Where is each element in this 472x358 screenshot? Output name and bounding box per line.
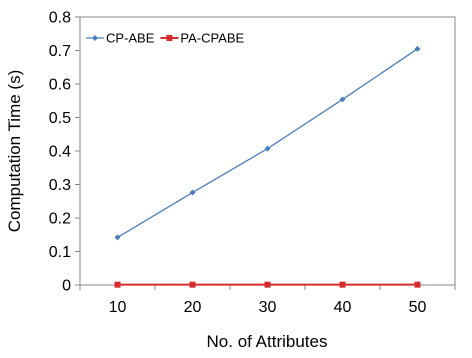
data-point — [264, 145, 271, 152]
data-point — [264, 281, 271, 288]
legend: CP-ABE PA-CPABE — [86, 31, 245, 46]
y-tick-label: 0.7 — [49, 43, 71, 60]
legend-label: PA-CPABE — [180, 31, 244, 46]
data-point — [114, 234, 121, 241]
y-tick-label: 0.8 — [49, 10, 71, 27]
y-tick-label: 0.4 — [49, 144, 71, 161]
y-tick-label: 0 — [62, 278, 71, 295]
legend-marker — [92, 35, 98, 41]
x-tick-label: 30 — [259, 299, 277, 316]
series-layer — [114, 45, 421, 288]
x-tick-label: 40 — [334, 299, 352, 316]
y-tick-label: 0.6 — [49, 77, 71, 94]
x-axis-title: No. of Attributes — [207, 332, 328, 351]
legend-item: CP-ABE — [86, 31, 155, 46]
data-point — [339, 281, 346, 288]
data-point — [339, 96, 346, 103]
legend-marker — [166, 35, 173, 41]
y-axis: 0 0.1 0.2 0.3 0.4 0.5 0.6 0.7 0.8 — [49, 10, 80, 295]
data-point — [189, 281, 196, 288]
y-tick-label: 0.3 — [49, 177, 71, 194]
data-point — [414, 281, 421, 288]
x-tick-label: 50 — [409, 299, 427, 316]
x-axis: 10 20 30 40 50 — [79, 285, 456, 316]
legend-label: CP-ABE — [106, 31, 155, 46]
x-tick-label: 20 — [184, 299, 202, 316]
series-pa-cpabe — [114, 281, 421, 288]
data-point — [189, 189, 196, 196]
y-tick-label: 0.2 — [49, 211, 71, 228]
data-point — [114, 281, 121, 288]
y-tick-label: 0.5 — [49, 110, 71, 127]
y-axis-title: Computation Time (s) — [5, 70, 24, 233]
legend-item: PA-CPABE — [160, 31, 245, 46]
series-cp-abe — [114, 45, 421, 241]
x-tick-label: 10 — [109, 299, 127, 316]
y-tick-label: 0.1 — [49, 244, 71, 261]
data-point — [414, 45, 421, 52]
